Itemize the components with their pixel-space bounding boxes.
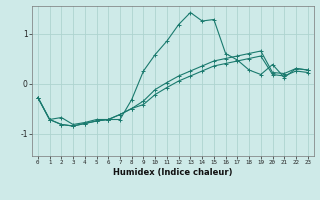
X-axis label: Humidex (Indice chaleur): Humidex (Indice chaleur) [113, 168, 233, 177]
